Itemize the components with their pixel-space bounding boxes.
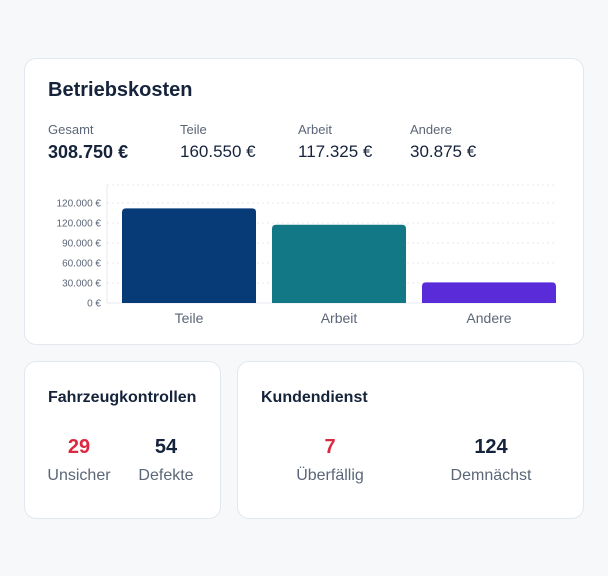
customer-service-card: Kundendienst 7 Überfällig 124 Demnächst [237,361,584,519]
bar-andere[interactable] [422,282,556,303]
operating-costs-bar-chart: 0 € 30.000 € 60.000 € 90.000 € 120.000 € 120.… [57,184,556,326]
customer-service-title: Kundendienst [261,389,368,406]
stat-total-value: 308.750 € [48,142,129,162]
metric-overdue-label: Überfällig [296,467,364,484]
vehicle-inspections-title: Fahrzeugkontrollen [48,389,197,406]
vehicle-inspections-card: Fahrzeugkontrollen 29 Unsicher 54 Defekt… [24,361,221,519]
bar-teile[interactable] [122,208,256,303]
stat-parts: Teile 160.550 € [180,122,256,162]
metric-unsafe-label: Unsicher [47,467,111,484]
stat-parts-value: 160.550 € [180,142,256,161]
metric-defects[interactable]: 54 Defekte [136,436,196,485]
metric-upcoming[interactable]: 124 Demnächst [441,436,541,485]
metric-overdue[interactable]: 7 Überfällig [290,436,370,485]
stat-total-label: Gesamt [48,122,94,137]
metric-upcoming-label: Demnächst [450,467,532,484]
metric-defects-value: 54 [154,436,178,458]
operating-costs-card: Betriebskosten Gesamt 308.750 € Teile 16… [24,58,584,345]
y-tick-label: 30.000 € [62,279,101,290]
metric-defects-label: Defekte [138,467,194,484]
y-tick-label: 120.000 € [57,199,102,210]
y-tick-label: 120.000 € [57,219,102,230]
metric-overdue-value: 7 [324,436,336,458]
x-tick-label: Teile [175,310,204,326]
metric-upcoming-value: 124 [474,436,508,458]
metric-unsafe-value: 29 [67,436,91,458]
stat-other-label: Andere [410,122,452,137]
y-tick-label: 0 € [87,299,101,310]
stat-labor-label: Arbeit [298,122,332,137]
stat-labor: Arbeit 117.325 € [298,122,372,162]
stat-labor-value: 117.325 € [298,142,373,161]
stat-other-value: 30.875 € [410,142,477,161]
y-tick-label: 60.000 € [62,259,101,270]
x-tick-label: Andere [466,310,511,326]
x-tick-label: Arbeit [321,310,358,326]
stat-total: Gesamt 308.750 € [48,122,128,163]
metric-unsafe[interactable]: 29 Unsicher [46,436,112,485]
stat-other: Andere 30.875 € [410,122,476,162]
bar-arbeit[interactable] [272,224,406,303]
y-tick-label: 90.000 € [62,239,101,250]
operating-costs-title: Betriebskosten [48,79,193,101]
stat-parts-label: Teile [180,122,207,137]
